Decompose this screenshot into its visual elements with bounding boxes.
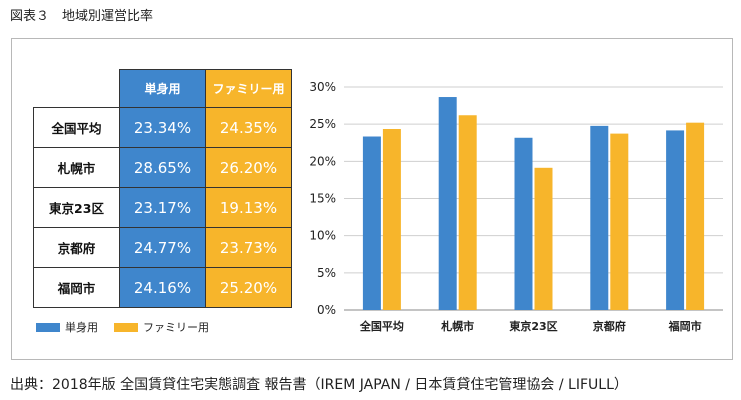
cell-family: 19.13% — [205, 187, 292, 228]
bar-single — [590, 125, 609, 310]
table-header-single: 単身用 — [119, 69, 206, 108]
y-tick-label: 5% — [317, 266, 336, 280]
bar-single — [514, 137, 533, 310]
table-header-family: ファミリー用 — [205, 69, 292, 108]
table-row: 福岡市 24.16% 25.20% — [33, 267, 292, 308]
cell-family: 24.35% — [205, 107, 292, 148]
table-corner — [33, 69, 120, 108]
y-tick-label: 0% — [317, 303, 336, 317]
bar-family — [382, 128, 401, 310]
bar-family — [458, 115, 477, 310]
source-note: 出典：2018年版 全国賃貸住宅実態調査 報告書（IREM JAPAN / 日本… — [10, 377, 628, 393]
x-tick-label: 札幌市 — [440, 319, 474, 333]
figure-panel — [11, 38, 733, 360]
y-tick-label: 30% — [309, 80, 336, 94]
x-tick-label: 福岡市 — [668, 319, 702, 333]
bar-single — [666, 130, 685, 310]
cell-single: 28.65% — [119, 147, 206, 188]
cell-family: 23.73% — [205, 227, 292, 268]
y-tick-label: 10% — [309, 229, 336, 243]
bar-family — [686, 122, 705, 311]
cell-family: 26.20% — [205, 147, 292, 188]
cell-single: 23.34% — [119, 107, 206, 148]
y-tick-label: 20% — [309, 154, 336, 168]
legend-label-family: ファミリー用 — [143, 321, 209, 334]
legend-swatch-family — [114, 322, 138, 332]
legend-item-single: 単身用 — [36, 319, 98, 335]
legend-item-family: ファミリー用 — [114, 319, 209, 335]
legend: 単身用 ファミリー用 — [36, 319, 225, 335]
table-row: 東京23区 23.17% 19.13% — [33, 187, 292, 228]
table-row: 札幌市 28.65% 26.20% — [33, 147, 292, 188]
bar-family — [610, 133, 629, 310]
x-tick-label: 全国平均 — [359, 319, 404, 333]
cell-single: 23.17% — [119, 187, 206, 228]
figure-title: 図表３ 地域別運営比率 — [10, 9, 154, 24]
cell-family: 25.20% — [205, 267, 292, 308]
row-label: 全国平均 — [33, 107, 120, 148]
row-label: 札幌市 — [33, 147, 120, 188]
bar-family — [534, 167, 553, 310]
bar-single — [362, 136, 381, 310]
row-label: 福岡市 — [33, 267, 120, 308]
data-table: 単身用 ファミリー用 全国平均 23.34% 24.35% 札幌市 28.65%… — [33, 69, 292, 308]
y-tick-label: 15% — [309, 192, 336, 206]
legend-label-single: 単身用 — [65, 321, 98, 334]
table-row: 全国平均 23.34% 24.35% — [33, 107, 292, 148]
cell-single: 24.16% — [119, 267, 206, 308]
legend-swatch-single — [36, 322, 60, 332]
row-label: 東京23区 — [33, 187, 120, 228]
table-row: 京都府 24.77% 23.73% — [33, 227, 292, 268]
y-tick-label: 25% — [309, 117, 336, 131]
cell-single: 24.77% — [119, 227, 206, 268]
bar-single — [438, 97, 457, 310]
x-tick-label: 東京23区 — [509, 319, 557, 333]
x-tick-label: 京都府 — [593, 319, 626, 333]
